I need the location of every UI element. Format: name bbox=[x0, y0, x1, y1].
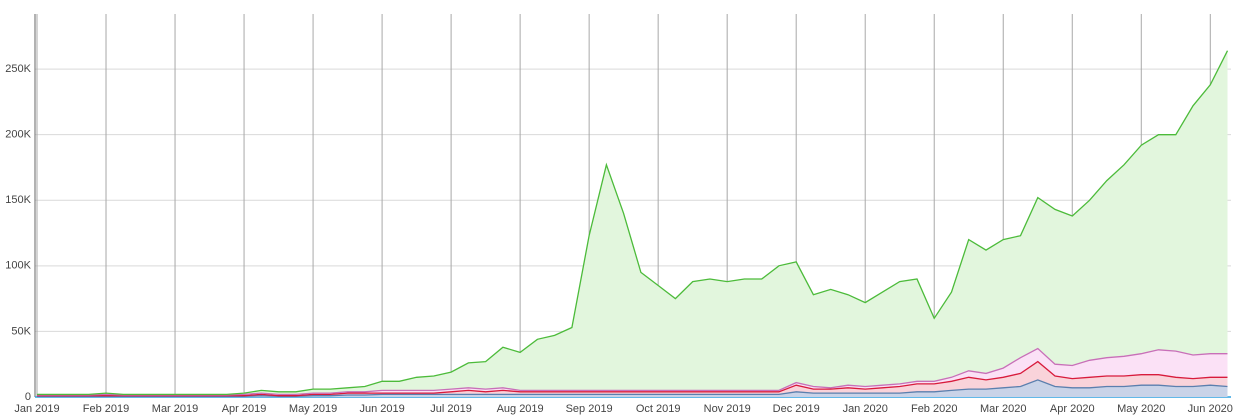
y-tick-label: 100K bbox=[5, 260, 31, 272]
y-tick-label: 200K bbox=[5, 129, 31, 141]
x-tick-label: Nov 2019 bbox=[704, 403, 751, 415]
x-tick-label: Aug 2019 bbox=[497, 403, 544, 415]
x-tick-label: Jun 2020 bbox=[1188, 403, 1233, 415]
x-tick-label: Mar 2020 bbox=[980, 403, 1026, 415]
area-fill bbox=[37, 50, 1228, 395]
x-tick-label: May 2020 bbox=[1117, 403, 1165, 415]
x-tick-label: Feb 2019 bbox=[83, 403, 129, 415]
area-line bbox=[37, 50, 1229, 396]
area-line bbox=[37, 347, 1228, 396]
x-tick-label: Jun 2019 bbox=[359, 403, 404, 415]
x-tick-label: Dec 2019 bbox=[773, 403, 820, 415]
x-tick-label: Jan 2020 bbox=[843, 403, 888, 415]
y-tick-label: 250K bbox=[5, 63, 31, 75]
x-tick-label: Jul 2019 bbox=[430, 403, 472, 415]
x-tick-label: Mar 2019 bbox=[152, 403, 198, 415]
y-tick-label: 50K bbox=[11, 325, 31, 337]
x-tick-label: Apr 2020 bbox=[1050, 403, 1095, 415]
y-tick-label: 150K bbox=[5, 194, 31, 206]
x-tick-label: Feb 2020 bbox=[911, 403, 957, 415]
area-fill bbox=[37, 361, 1228, 397]
y-tick-label: 0 bbox=[25, 391, 31, 403]
x-tick-label: Oct 2019 bbox=[636, 403, 681, 415]
area-line bbox=[37, 360, 1228, 397]
x-tick-label: May 2019 bbox=[289, 403, 337, 415]
area-fill bbox=[37, 379, 1228, 397]
x-tick-label: Jan 2019 bbox=[14, 403, 59, 415]
x-tick-label: Apr 2019 bbox=[222, 403, 267, 415]
x-tick-label: Sep 2019 bbox=[566, 403, 613, 415]
